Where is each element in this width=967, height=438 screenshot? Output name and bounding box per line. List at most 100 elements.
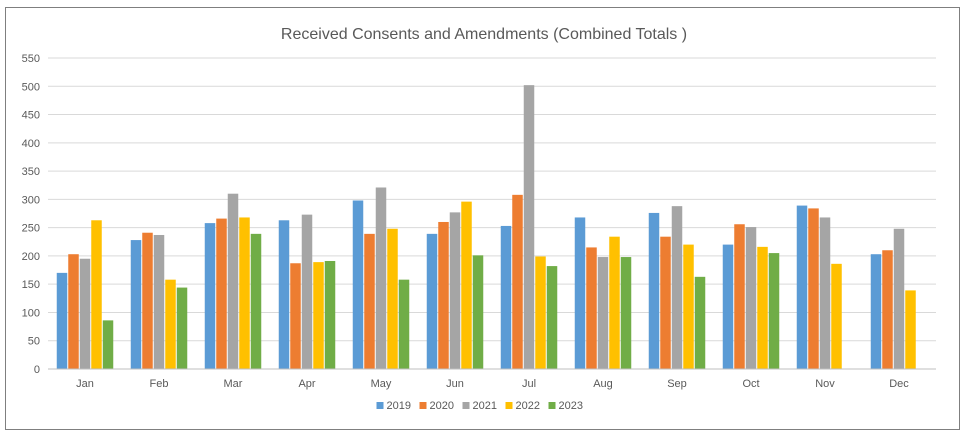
y-tick-label: 50 xyxy=(28,336,40,348)
x-axis: Jan Feb Mar Apr May Jun Jul Aug Sep Oct Nov Dec xyxy=(48,368,936,390)
y-axis: 0 50 100 150 200 250 300 350 400 450 500 550 xyxy=(22,53,40,376)
bar-aug-2023 xyxy=(620,257,632,369)
legend-swatch xyxy=(376,402,384,409)
bar-may-2022 xyxy=(387,228,398,369)
bar-dec-2019 xyxy=(870,254,882,369)
y-tick-label: 500 xyxy=(22,81,40,93)
bar-mar-2020 xyxy=(216,218,227,369)
legend-swatch xyxy=(462,402,470,409)
bar-aug-2021 xyxy=(597,257,609,369)
bar-mar-2021 xyxy=(227,193,239,369)
bar-sep-2023 xyxy=(694,276,706,369)
bar-nov-2020 xyxy=(808,208,819,369)
legend-label: 2022 xyxy=(516,400,540,412)
bar-jan-2019 xyxy=(56,272,68,369)
bar-apr-2021 xyxy=(301,214,313,369)
bar-jul-2023 xyxy=(546,266,558,369)
y-tick-label: 200 xyxy=(22,251,40,263)
y-tick-label: 450 xyxy=(22,110,40,122)
x-tick-label: Dec xyxy=(889,378,909,390)
y-tick-label: 0 xyxy=(34,364,40,376)
y-tick-label: 150 xyxy=(22,279,40,291)
bar-jun-2019 xyxy=(426,233,438,369)
bar-sep-2019 xyxy=(648,212,660,369)
bar-dec-2021 xyxy=(893,228,905,369)
bar-nov-2021 xyxy=(819,217,831,369)
x-tick-label: Oct xyxy=(742,378,759,390)
bar-oct-2021 xyxy=(745,227,757,369)
chart-frame: Received Consents and Amendments (Combin… xyxy=(5,7,960,430)
bar-aug-2019 xyxy=(574,217,586,369)
x-tick-label: Sep xyxy=(667,378,687,390)
legend-swatch xyxy=(505,402,513,409)
bar-jul-2021 xyxy=(523,85,535,369)
bar-nov-2022 xyxy=(831,263,842,369)
bar-jun-2020 xyxy=(438,221,449,369)
bar-mar-2022 xyxy=(239,217,250,369)
bar-mar-2023 xyxy=(250,233,262,369)
bar-feb-2023 xyxy=(176,287,188,369)
legend-label: 2019 xyxy=(387,400,411,412)
bar-jun-2021 xyxy=(449,212,461,369)
bar-jul-2019 xyxy=(500,225,512,369)
bar-apr-2019 xyxy=(278,220,290,369)
bar-feb-2020 xyxy=(142,232,153,369)
bar-feb-2022 xyxy=(165,279,176,369)
bar-dec-2020 xyxy=(882,250,893,369)
bar-jun-2022 xyxy=(461,201,472,369)
bar-sep-2021 xyxy=(671,206,683,369)
x-tick-label: Jan xyxy=(76,378,94,390)
bar-feb-2021 xyxy=(153,234,165,369)
bar-jul-2020 xyxy=(512,194,523,369)
chart-svg: Received Consents and Amendments (Combin… xyxy=(22,26,936,412)
bar-jul-2022 xyxy=(535,256,546,369)
bar-jun-2023 xyxy=(472,255,484,369)
x-tick-label: Apr xyxy=(298,378,315,390)
bar-sep-2020 xyxy=(660,236,671,369)
y-tick-label: 250 xyxy=(22,223,40,235)
bar-jan-2021 xyxy=(79,258,91,369)
bar-oct-2020 xyxy=(734,224,745,369)
bar-may-2020 xyxy=(364,233,375,369)
bar-apr-2020 xyxy=(290,263,301,369)
y-tick-label: 400 xyxy=(22,138,40,150)
bar-dec-2022 xyxy=(905,290,916,369)
bar-aug-2020 xyxy=(586,247,597,369)
bar-jan-2023 xyxy=(102,320,114,369)
x-tick-label: Jul xyxy=(522,378,536,390)
legend-label: 2020 xyxy=(430,400,454,412)
x-tick-label: Nov xyxy=(815,378,835,390)
legend-swatch xyxy=(548,402,556,409)
bar-oct-2023 xyxy=(768,253,780,369)
legend: 2019 2020 2021 2022 2023 xyxy=(376,400,583,412)
legend-label: 2021 xyxy=(473,400,497,412)
bar-may-2019 xyxy=(352,200,364,369)
bar-nov-2019 xyxy=(796,205,808,369)
bar-may-2021 xyxy=(375,187,387,369)
x-tick-label: Mar xyxy=(224,378,243,390)
bar-apr-2023 xyxy=(324,260,336,369)
y-tick-label: 100 xyxy=(22,307,40,319)
bar-oct-2019 xyxy=(722,244,734,369)
bar-may-2023 xyxy=(398,279,410,369)
bar-aug-2022 xyxy=(609,236,620,369)
bar-mar-2019 xyxy=(204,223,216,369)
bars xyxy=(56,85,916,369)
legend-label: 2023 xyxy=(559,400,583,412)
y-tick-label: 350 xyxy=(22,166,40,178)
x-tick-label: Aug xyxy=(593,378,613,390)
x-tick-label: Jun xyxy=(446,378,464,390)
x-tick-label: May xyxy=(371,378,392,390)
x-tick-label: Feb xyxy=(150,378,169,390)
bar-apr-2022 xyxy=(313,262,324,369)
bar-jan-2020 xyxy=(68,254,79,369)
bar-oct-2022 xyxy=(757,246,768,369)
y-tick-label: 550 xyxy=(22,53,40,65)
y-tick-label: 300 xyxy=(22,194,40,206)
bar-feb-2019 xyxy=(130,240,142,369)
bar-jan-2022 xyxy=(91,220,102,369)
gridlines xyxy=(48,57,936,370)
bar-sep-2022 xyxy=(683,244,694,369)
legend-swatch xyxy=(419,402,427,409)
chart-title: Received Consents and Amendments (Combin… xyxy=(281,26,687,43)
